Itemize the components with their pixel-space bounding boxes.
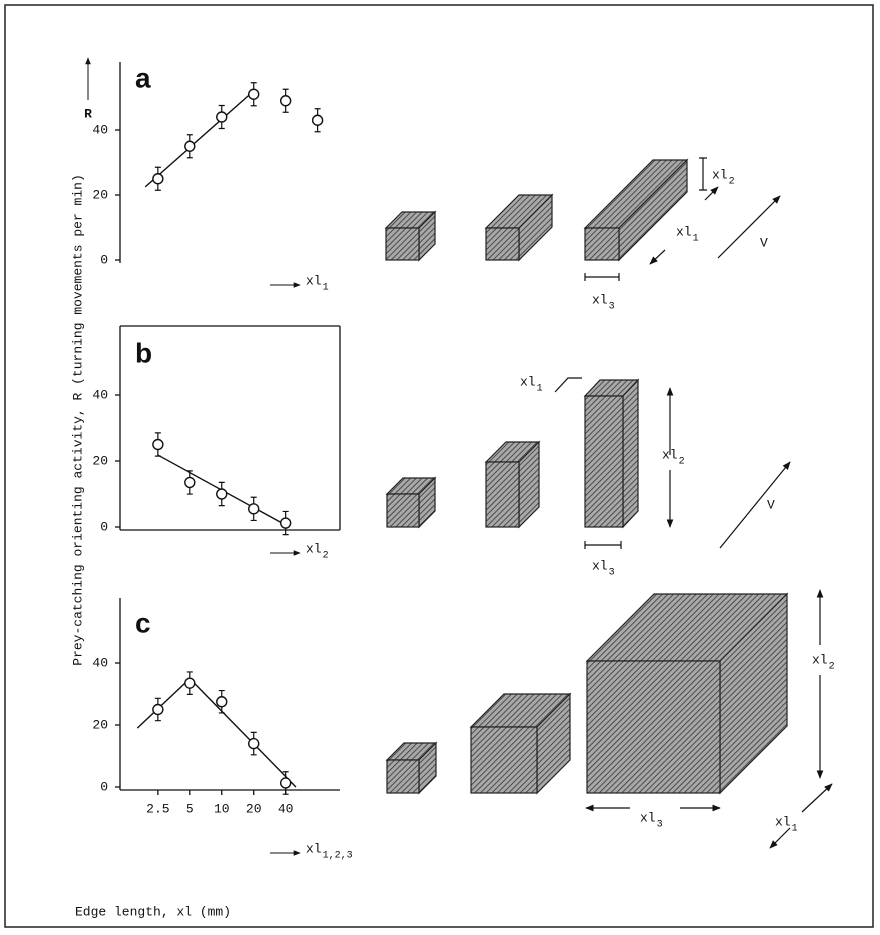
box-front xyxy=(486,462,519,527)
dim-label: xl xyxy=(775,814,791,829)
dim-subscript: 2 xyxy=(729,177,735,188)
panel-letter: a xyxy=(135,62,151,93)
dimension-marker xyxy=(705,187,718,200)
x-tick-label: 2.5 xyxy=(146,801,169,816)
box-front xyxy=(587,661,720,793)
y-tick-label: 40 xyxy=(92,387,108,402)
x-tick-label: 40 xyxy=(278,801,294,816)
dim-subscript: 2 xyxy=(679,457,685,468)
fit-line xyxy=(137,679,296,788)
data-point xyxy=(249,504,259,514)
dim-label: xl xyxy=(592,558,608,573)
dim-subscript: 1 xyxy=(537,384,543,395)
y-tick-label: 0 xyxy=(100,779,108,794)
dim-label: xl xyxy=(306,841,322,856)
data-point xyxy=(249,89,259,99)
data-point xyxy=(281,96,291,106)
data-point xyxy=(281,778,291,788)
box-front xyxy=(486,228,519,260)
box-front xyxy=(387,494,419,527)
data-point xyxy=(153,705,163,715)
data-point xyxy=(249,739,259,749)
data-point xyxy=(185,477,195,487)
dim-label: xl xyxy=(520,374,536,389)
dimension-marker xyxy=(718,196,780,258)
dim-label: xl xyxy=(640,810,656,825)
dim-label: xl xyxy=(676,224,692,239)
dim-subscript: 1,2,3 xyxy=(323,851,353,862)
box-front xyxy=(387,760,419,793)
figure: Prey-catching orienting activity, R (tur… xyxy=(0,0,880,935)
data-point xyxy=(153,174,163,184)
dim-subscript: 3 xyxy=(657,820,663,831)
dimension-marker xyxy=(802,784,832,812)
data-point xyxy=(153,440,163,450)
data-point xyxy=(313,115,323,125)
y-name: R xyxy=(84,106,92,121)
dim-subscript: 3 xyxy=(609,568,615,579)
x-tick-label: 5 xyxy=(186,801,194,816)
data-point xyxy=(217,697,227,707)
data-point xyxy=(217,489,227,499)
y-tick-label: 0 xyxy=(100,519,108,534)
dimension-marker xyxy=(699,158,707,190)
x-axis-label: Edge length, xl (mm) xyxy=(75,904,231,919)
data-point xyxy=(185,678,195,688)
box-front xyxy=(585,396,623,527)
fit-line xyxy=(145,91,254,187)
box-front xyxy=(386,228,419,260)
panel-letter: b xyxy=(135,337,152,368)
dimension-marker xyxy=(650,250,665,264)
y-tick-label: 0 xyxy=(100,252,108,267)
box-side xyxy=(623,380,638,527)
figure-frame xyxy=(5,5,873,927)
box-front xyxy=(585,228,619,260)
y-tick-label: 20 xyxy=(92,187,108,202)
dim-subscript: 2 xyxy=(323,551,329,562)
panel-letter: c xyxy=(135,607,151,638)
dim-subscript: 2 xyxy=(829,662,835,673)
x-tick-label: 10 xyxy=(214,801,230,816)
dim-label: xl xyxy=(662,447,678,462)
y-tick-label: 20 xyxy=(92,453,108,468)
dimension-marker xyxy=(555,378,582,392)
dim-label: V xyxy=(767,497,775,512)
dimension-marker xyxy=(585,541,621,549)
y-tick-label: 20 xyxy=(92,717,108,732)
y-tick-label: 40 xyxy=(92,122,108,137)
dim-label: xl xyxy=(712,167,728,182)
y-tick-label: 40 xyxy=(92,655,108,670)
x-tick-label: 20 xyxy=(246,801,262,816)
data-point xyxy=(185,141,195,151)
data-point xyxy=(281,518,291,528)
dim-subscript: 1 xyxy=(323,283,329,294)
box-front xyxy=(471,727,537,793)
dim-subscript: 1 xyxy=(792,824,798,835)
data-point xyxy=(217,112,227,122)
dim-label: V xyxy=(760,235,768,250)
dimension-marker xyxy=(720,462,790,548)
dim-subscript: 1 xyxy=(693,234,699,245)
dim-label: xl xyxy=(812,652,828,667)
dimension-marker xyxy=(770,828,790,848)
dim-label: xl xyxy=(306,273,322,288)
dim-label: xl xyxy=(306,541,322,556)
dim-label: xl xyxy=(592,292,608,307)
dimension-marker xyxy=(585,273,619,281)
y-axis-label: Prey-catching orienting activity, R (tur… xyxy=(70,174,85,665)
dim-subscript: 3 xyxy=(609,302,615,313)
